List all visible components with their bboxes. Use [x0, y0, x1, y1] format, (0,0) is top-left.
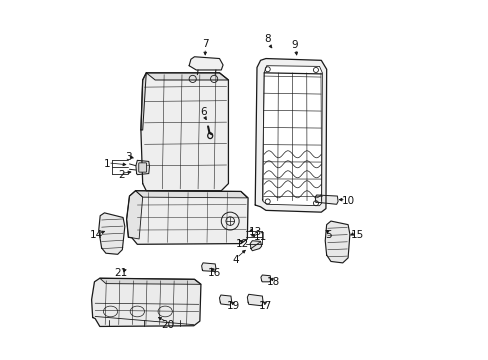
Polygon shape	[247, 294, 263, 306]
Polygon shape	[261, 275, 270, 282]
Polygon shape	[99, 213, 124, 254]
Text: 1: 1	[103, 159, 110, 169]
Text: 10: 10	[341, 197, 354, 206]
Text: 11: 11	[253, 232, 266, 242]
Text: 20: 20	[161, 320, 174, 330]
FancyBboxPatch shape	[139, 163, 146, 172]
Polygon shape	[135, 191, 247, 198]
Text: 13: 13	[248, 227, 261, 237]
Polygon shape	[189, 57, 223, 70]
Polygon shape	[255, 59, 326, 212]
Text: 3: 3	[125, 152, 131, 162]
Text: 15: 15	[350, 230, 363, 240]
Text: 2: 2	[118, 170, 124, 180]
Polygon shape	[201, 263, 216, 271]
Polygon shape	[126, 191, 142, 239]
Text: 14: 14	[89, 230, 102, 240]
Text: 9: 9	[290, 40, 297, 50]
Text: 8: 8	[264, 34, 270, 44]
Text: 17: 17	[259, 301, 272, 311]
Text: 18: 18	[266, 277, 279, 287]
Polygon shape	[219, 295, 231, 305]
Polygon shape	[146, 73, 228, 80]
Polygon shape	[262, 66, 322, 206]
Polygon shape	[141, 73, 146, 130]
Polygon shape	[325, 221, 349, 263]
Polygon shape	[141, 73, 228, 191]
Polygon shape	[136, 160, 149, 175]
Polygon shape	[91, 278, 201, 327]
Text: 4: 4	[232, 255, 239, 265]
Text: 6: 6	[200, 107, 206, 117]
Text: 21: 21	[114, 268, 128, 278]
Polygon shape	[100, 278, 201, 284]
Text: 19: 19	[227, 301, 240, 311]
Polygon shape	[126, 191, 247, 244]
Text: 7: 7	[202, 39, 208, 49]
Text: 16: 16	[207, 268, 220, 278]
Text: 12: 12	[236, 239, 249, 249]
Polygon shape	[250, 241, 261, 251]
Polygon shape	[315, 195, 337, 204]
Text: 5: 5	[325, 230, 331, 240]
